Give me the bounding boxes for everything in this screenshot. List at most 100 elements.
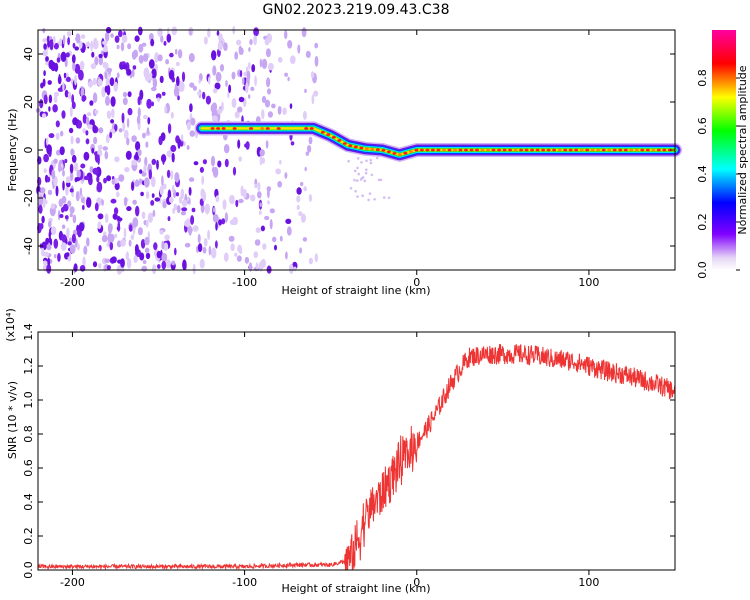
spectrogram-noise-blob bbox=[102, 40, 108, 46]
spectrogram-noise-blob bbox=[349, 187, 353, 190]
spectrogram-ytick-label: 20 bbox=[22, 95, 35, 109]
spectrogram-noise-blob bbox=[307, 145, 312, 153]
spectrogram-noise-blob bbox=[189, 130, 196, 137]
spectrogram-noise-blob bbox=[49, 40, 54, 51]
spectrogram-noise-blob bbox=[368, 192, 372, 195]
spectrogram-ridge-peak bbox=[232, 127, 237, 130]
spectrogram-noise-blob bbox=[203, 36, 208, 45]
spectrogram-noise-blob bbox=[187, 226, 193, 234]
spectrogram-noise-blob bbox=[65, 176, 71, 184]
spectrogram-noise-blob bbox=[154, 52, 159, 63]
spectrogram-noise-blob bbox=[214, 82, 221, 90]
spectrogram-noise-blob bbox=[120, 42, 125, 52]
spectrogram-noise-blob bbox=[151, 176, 156, 188]
spectrogram-noise-blob bbox=[41, 215, 45, 224]
spectrogram-noise-blob bbox=[85, 41, 91, 47]
spectrogram-noise-blob bbox=[39, 99, 44, 109]
spectrogram-noise-blob bbox=[244, 256, 250, 264]
spectrogram-noise-blob bbox=[159, 230, 164, 235]
spectrogram-ridge-peak bbox=[546, 148, 551, 152]
spectrogram-noise-blob bbox=[71, 101, 76, 110]
spectrogram-noise-blob bbox=[223, 144, 230, 154]
spectrogram-noise-blob bbox=[379, 178, 383, 182]
spectrogram-ridge-peak bbox=[579, 148, 584, 152]
spectrogram-noise-blob bbox=[126, 68, 132, 76]
spectrogram-noise-blob bbox=[72, 61, 76, 71]
spectrogram-noise-blob bbox=[145, 141, 149, 148]
spectrogram-noise-blob bbox=[254, 183, 258, 189]
spectrogram-noise-blob bbox=[369, 161, 373, 165]
spectrogram-noise-blob bbox=[39, 223, 44, 230]
spectrogram-noise-blob bbox=[67, 241, 72, 246]
spectrogram-noise-blob bbox=[136, 115, 141, 125]
spectrogram-noise-blob bbox=[267, 62, 274, 71]
spectrogram-noise-blob bbox=[156, 159, 159, 170]
spectrogram-noise-blob bbox=[147, 212, 153, 223]
spectrogram-noise-blob bbox=[111, 256, 117, 264]
spectrogram-noise-blob bbox=[161, 252, 168, 262]
spectrogram-noise-blob bbox=[238, 156, 242, 162]
spectrogram-noise-blob bbox=[253, 27, 259, 37]
spectrogram-noise-blob bbox=[83, 245, 88, 255]
spectrogram-noise-blob bbox=[46, 144, 52, 155]
spectrogram-ridge-peak bbox=[618, 148, 623, 152]
spectrogram-noise-blob bbox=[97, 221, 102, 230]
spectrogram-noise-blob bbox=[162, 183, 167, 190]
spectrogram-noise-blob bbox=[215, 195, 220, 203]
spectrogram-noise-blob bbox=[78, 69, 84, 81]
spectrogram-noise-blob bbox=[142, 260, 147, 264]
spectrogram-noise-blob bbox=[190, 117, 196, 126]
spectrogram-noise-blob bbox=[71, 233, 76, 244]
spectrogram-noise-blob bbox=[279, 235, 283, 242]
spectrogram-noise-blob bbox=[166, 169, 171, 179]
spectrogram-noise-blob bbox=[56, 149, 61, 156]
spectrogram-noise-blob bbox=[264, 37, 270, 46]
spectrogram-noise-blob bbox=[189, 30, 192, 36]
spectrogram-noise-blob bbox=[102, 146, 109, 151]
spectrogram-noise-blob bbox=[155, 93, 162, 100]
spectrogram-noise-blob bbox=[55, 185, 59, 197]
spectrogram-noise-blob bbox=[109, 131, 113, 139]
spectrogram-noise-blob bbox=[289, 263, 294, 274]
spectrogram-noise-blob bbox=[140, 239, 146, 249]
spectrogram-noise-blob bbox=[41, 247, 45, 257]
spectrogram-noise-blob bbox=[74, 46, 79, 51]
spectrogram-noise-blob bbox=[43, 94, 48, 105]
spectrogram-noise-blob bbox=[181, 71, 186, 83]
spectrogram-noise-blob bbox=[216, 30, 220, 36]
spectrogram-noise-blob bbox=[132, 199, 137, 205]
spectrogram-noise-blob bbox=[59, 214, 64, 218]
spectrogram-noise-blob bbox=[54, 62, 59, 72]
spectrogram-noise-blob bbox=[90, 63, 97, 70]
spectrogram-noise-blob bbox=[237, 244, 243, 253]
spectrogram-ridge-peak bbox=[337, 139, 342, 142]
spectrogram-noise-blob bbox=[143, 177, 150, 188]
spectrogram-noise-blob bbox=[72, 42, 76, 49]
spectrogram-noise-blob bbox=[121, 64, 128, 70]
spectrogram-noise-blob bbox=[53, 238, 59, 249]
spectrogram-ridge-peak bbox=[425, 148, 430, 152]
spectrogram-noise-blob bbox=[174, 172, 180, 183]
spectrogram-noise-blob bbox=[251, 64, 256, 73]
spectrogram-noise-blob bbox=[81, 95, 87, 102]
spectrogram-noise-blob bbox=[46, 243, 52, 251]
spectrogram-noise-blob bbox=[88, 80, 92, 88]
spectrogram-noise-blob bbox=[130, 234, 135, 241]
spectrogram-noise-blob bbox=[264, 215, 270, 221]
spectrogram-noise-blob bbox=[127, 91, 132, 98]
spectrogram-noise-blob bbox=[50, 203, 56, 210]
spectrogram-noise-blob bbox=[150, 200, 155, 206]
spectrogram-noise-blob bbox=[170, 170, 174, 180]
spectrogram-noise-blob bbox=[192, 85, 197, 91]
spectrogram-noise-blob bbox=[221, 218, 226, 225]
spectrogram-noise-blob bbox=[85, 138, 90, 145]
spectrogram-noise-blob bbox=[369, 158, 373, 162]
spectrogram-noise-blob bbox=[92, 77, 97, 86]
spectrogram-noise-blob bbox=[144, 156, 148, 167]
spectrogram-noise-blob bbox=[117, 221, 121, 232]
spectrogram-xtick-label: 100 bbox=[578, 276, 599, 289]
spectrogram-ridge-peak bbox=[590, 148, 595, 152]
spectrogram-noise-blob bbox=[237, 106, 243, 113]
spectrogram-noise-blob bbox=[157, 97, 160, 103]
spectrogram-ridge-peak bbox=[364, 147, 369, 151]
